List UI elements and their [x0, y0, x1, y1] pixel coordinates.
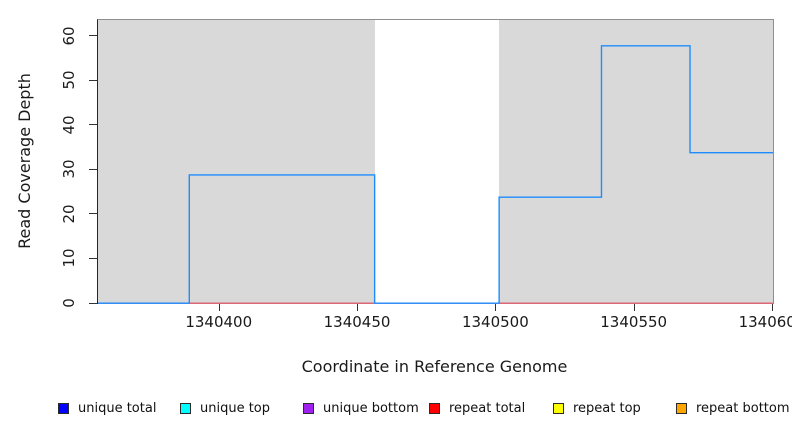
legend-item-unique-top: unique top [180, 400, 271, 416]
legend-label: repeat total [449, 400, 526, 416]
series-line-unique-total-coverage [98, 45, 773, 304]
legend-label: unique bottom [323, 400, 419, 416]
x-axis-title: Coordinate in Reference Genome [301, 357, 568, 376]
legend-swatch-unique-total [58, 402, 69, 414]
region-unique-region-left [98, 20, 375, 304]
region-unique-region-right [499, 20, 773, 304]
background-regions [98, 20, 773, 304]
legend-item-repeat-total: repeat total [429, 400, 526, 416]
legend-label: repeat bottom [696, 400, 790, 416]
legend-swatch-repeat-bottom [676, 402, 687, 414]
coverage-step-lines [98, 45, 773, 304]
plot-area [97, 19, 774, 304]
legend-swatch-repeat-top [553, 402, 564, 414]
legend-item-repeat-top: repeat top [553, 400, 641, 416]
legend-label: unique total [78, 400, 157, 416]
legend-item-repeat-bottom: repeat bottom [676, 400, 790, 416]
legend-item-unique-bottom: unique bottom [303, 400, 419, 416]
legend-swatch-unique-bottom [303, 402, 314, 414]
region-repeat-gap-white [374, 20, 500, 304]
legend-label: repeat top [573, 400, 641, 416]
legend-swatch-repeat-total [429, 402, 440, 414]
legend-label: unique top [200, 400, 271, 416]
legend-item-unique-total: unique total [58, 400, 157, 416]
legend-swatch-unique-top [180, 402, 191, 414]
